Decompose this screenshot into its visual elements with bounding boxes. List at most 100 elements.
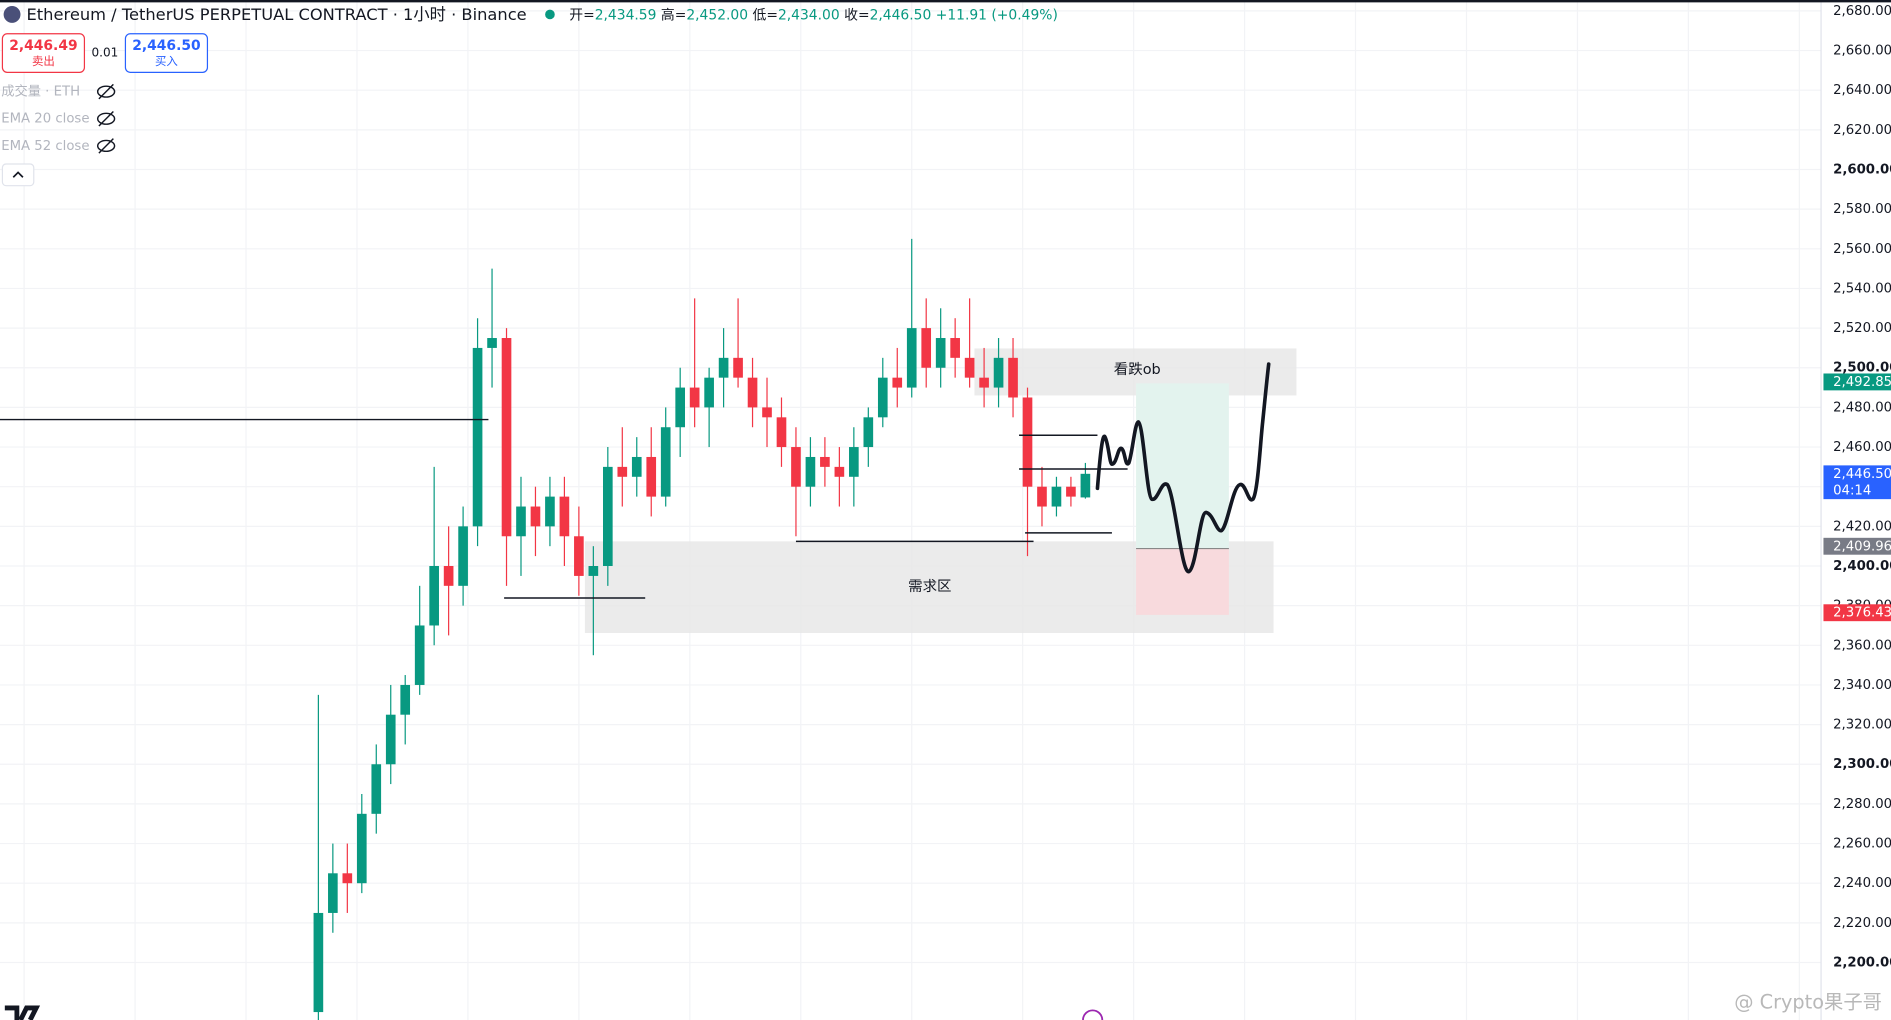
y-tick-label: 2,500.00 xyxy=(1833,361,1891,376)
candle-body xyxy=(892,377,903,388)
candle-body xyxy=(979,377,989,388)
collapse-button[interactable] xyxy=(1,163,35,187)
candle-body xyxy=(820,456,830,467)
candle-body xyxy=(704,377,714,408)
candle-body xyxy=(718,357,729,378)
y-tick-label: 2,280.00 xyxy=(1833,797,1891,812)
candle-body xyxy=(1066,486,1076,497)
candle-body xyxy=(313,912,324,1013)
candle-body xyxy=(675,387,686,428)
candles xyxy=(313,238,1091,1020)
zone-label: 需求区 xyxy=(908,578,951,595)
candle-body xyxy=(617,466,628,477)
ohlc-value: 2,452.00 xyxy=(686,8,748,24)
y-tick-label: 2,580.00 xyxy=(1833,202,1891,217)
candle-body xyxy=(834,466,845,477)
candle-body xyxy=(385,714,396,765)
candle-body xyxy=(356,813,367,884)
zone-label: 看跌ob xyxy=(1114,361,1161,378)
candle-body xyxy=(602,466,613,567)
visibility-icon xyxy=(96,85,116,98)
marker xyxy=(1082,1009,1104,1020)
watermark: @ Crypto果子哥 xyxy=(1734,991,1882,1014)
sell-label: 卖出 xyxy=(32,54,55,68)
candle-body xyxy=(400,684,411,715)
candle-body xyxy=(342,873,353,884)
visibility-icon xyxy=(96,139,116,153)
buy-button[interactable] xyxy=(124,33,209,73)
price-tag-label: 2,376.43 xyxy=(1833,606,1891,621)
buy-price: 2,446.50 xyxy=(132,38,200,54)
candle-body xyxy=(733,357,743,378)
y-tick-label: 2,220.00 xyxy=(1833,916,1891,931)
levels xyxy=(0,418,1128,599)
y-tick-label: 2,340.00 xyxy=(1833,678,1891,693)
candle-body xyxy=(501,338,512,537)
candle-body xyxy=(791,447,801,487)
y-tick-label: 2,620.00 xyxy=(1833,123,1891,138)
visibility-slash xyxy=(98,83,114,100)
candle-body xyxy=(776,417,787,448)
visibility-slash xyxy=(98,111,114,127)
indicator-label: EMA 20 close xyxy=(1,112,89,127)
candle-body xyxy=(487,338,497,348)
price-tag-sublabel: 04:14 xyxy=(1833,484,1871,499)
y-tick-label: 2,600.00 xyxy=(1833,163,1891,178)
y-tick-label: 2,420.00 xyxy=(1833,519,1891,534)
y-tick-label: 2,680.00 xyxy=(1833,4,1891,19)
y-tick-label: 2,480.00 xyxy=(1833,400,1891,415)
candle-body xyxy=(516,506,526,537)
logo xyxy=(4,1005,41,1020)
sell-button[interactable] xyxy=(1,33,86,73)
candle-body xyxy=(574,536,584,576)
visibility-slash xyxy=(98,138,114,154)
price-axis-labels: 2,200.00 2,220.00 2,240.00 2,260.00 2,280.00… xyxy=(1823,4,1891,971)
y-tick-label: 2,660.00 xyxy=(1833,44,1891,59)
symbol-title[interactable]: Ethereum / TetherUS PERPETUAL CONTRACT ·… xyxy=(27,5,527,24)
candle-body xyxy=(1051,486,1062,507)
candle-body xyxy=(443,566,454,586)
indicator-label: EMA 52 close xyxy=(1,139,89,154)
ohlc-value: 2,434.00 xyxy=(778,8,840,24)
change: +11.91 (+0.49%) xyxy=(936,8,1058,24)
y-tick-label: 2,460.00 xyxy=(1833,440,1891,455)
candle-body xyxy=(371,764,382,814)
candle-body xyxy=(631,456,642,477)
candle-body xyxy=(921,328,932,368)
symbol-icon xyxy=(3,6,21,23)
candle-body xyxy=(646,456,657,497)
candle-body xyxy=(328,873,338,913)
ohlc-label: 开= xyxy=(569,8,594,24)
candle-body xyxy=(849,447,859,477)
candle-body xyxy=(472,347,483,527)
ohlc-label: 收= xyxy=(844,8,869,24)
candle-body xyxy=(906,328,917,388)
candle-body xyxy=(1037,486,1047,507)
candle-body xyxy=(993,357,1004,388)
price-tag xyxy=(1823,537,1891,555)
ohlc-value: 2,434.59 xyxy=(595,8,657,24)
candle-body xyxy=(1022,397,1033,487)
candle-body xyxy=(935,338,946,368)
candle-body xyxy=(530,506,541,527)
indicator-label: 成交量 · ETH xyxy=(1,83,80,100)
visibility-icon xyxy=(96,112,116,125)
price-tag xyxy=(1823,604,1891,622)
price-tag-label: 2,492.85 xyxy=(1833,375,1891,390)
y-tick-label: 2,520.00 xyxy=(1833,321,1891,336)
y-tick-label: 2,260.00 xyxy=(1833,837,1891,852)
y-tick-label: 2,300.00 xyxy=(1833,757,1891,772)
price-tag-label: 2,409.96 xyxy=(1833,539,1891,554)
candle-body xyxy=(1080,473,1091,498)
y-tick-label: 2,640.00 xyxy=(1833,83,1891,98)
y-tick-label: 2,540.00 xyxy=(1833,281,1891,296)
status-dot xyxy=(545,9,555,20)
candle-body xyxy=(559,496,570,537)
y-tick-label: 2,400.00 xyxy=(1833,559,1891,574)
spread: 0.01 xyxy=(92,46,119,60)
candle-body xyxy=(545,496,555,527)
candle-body xyxy=(950,338,960,358)
buy-label: 买入 xyxy=(155,54,178,68)
